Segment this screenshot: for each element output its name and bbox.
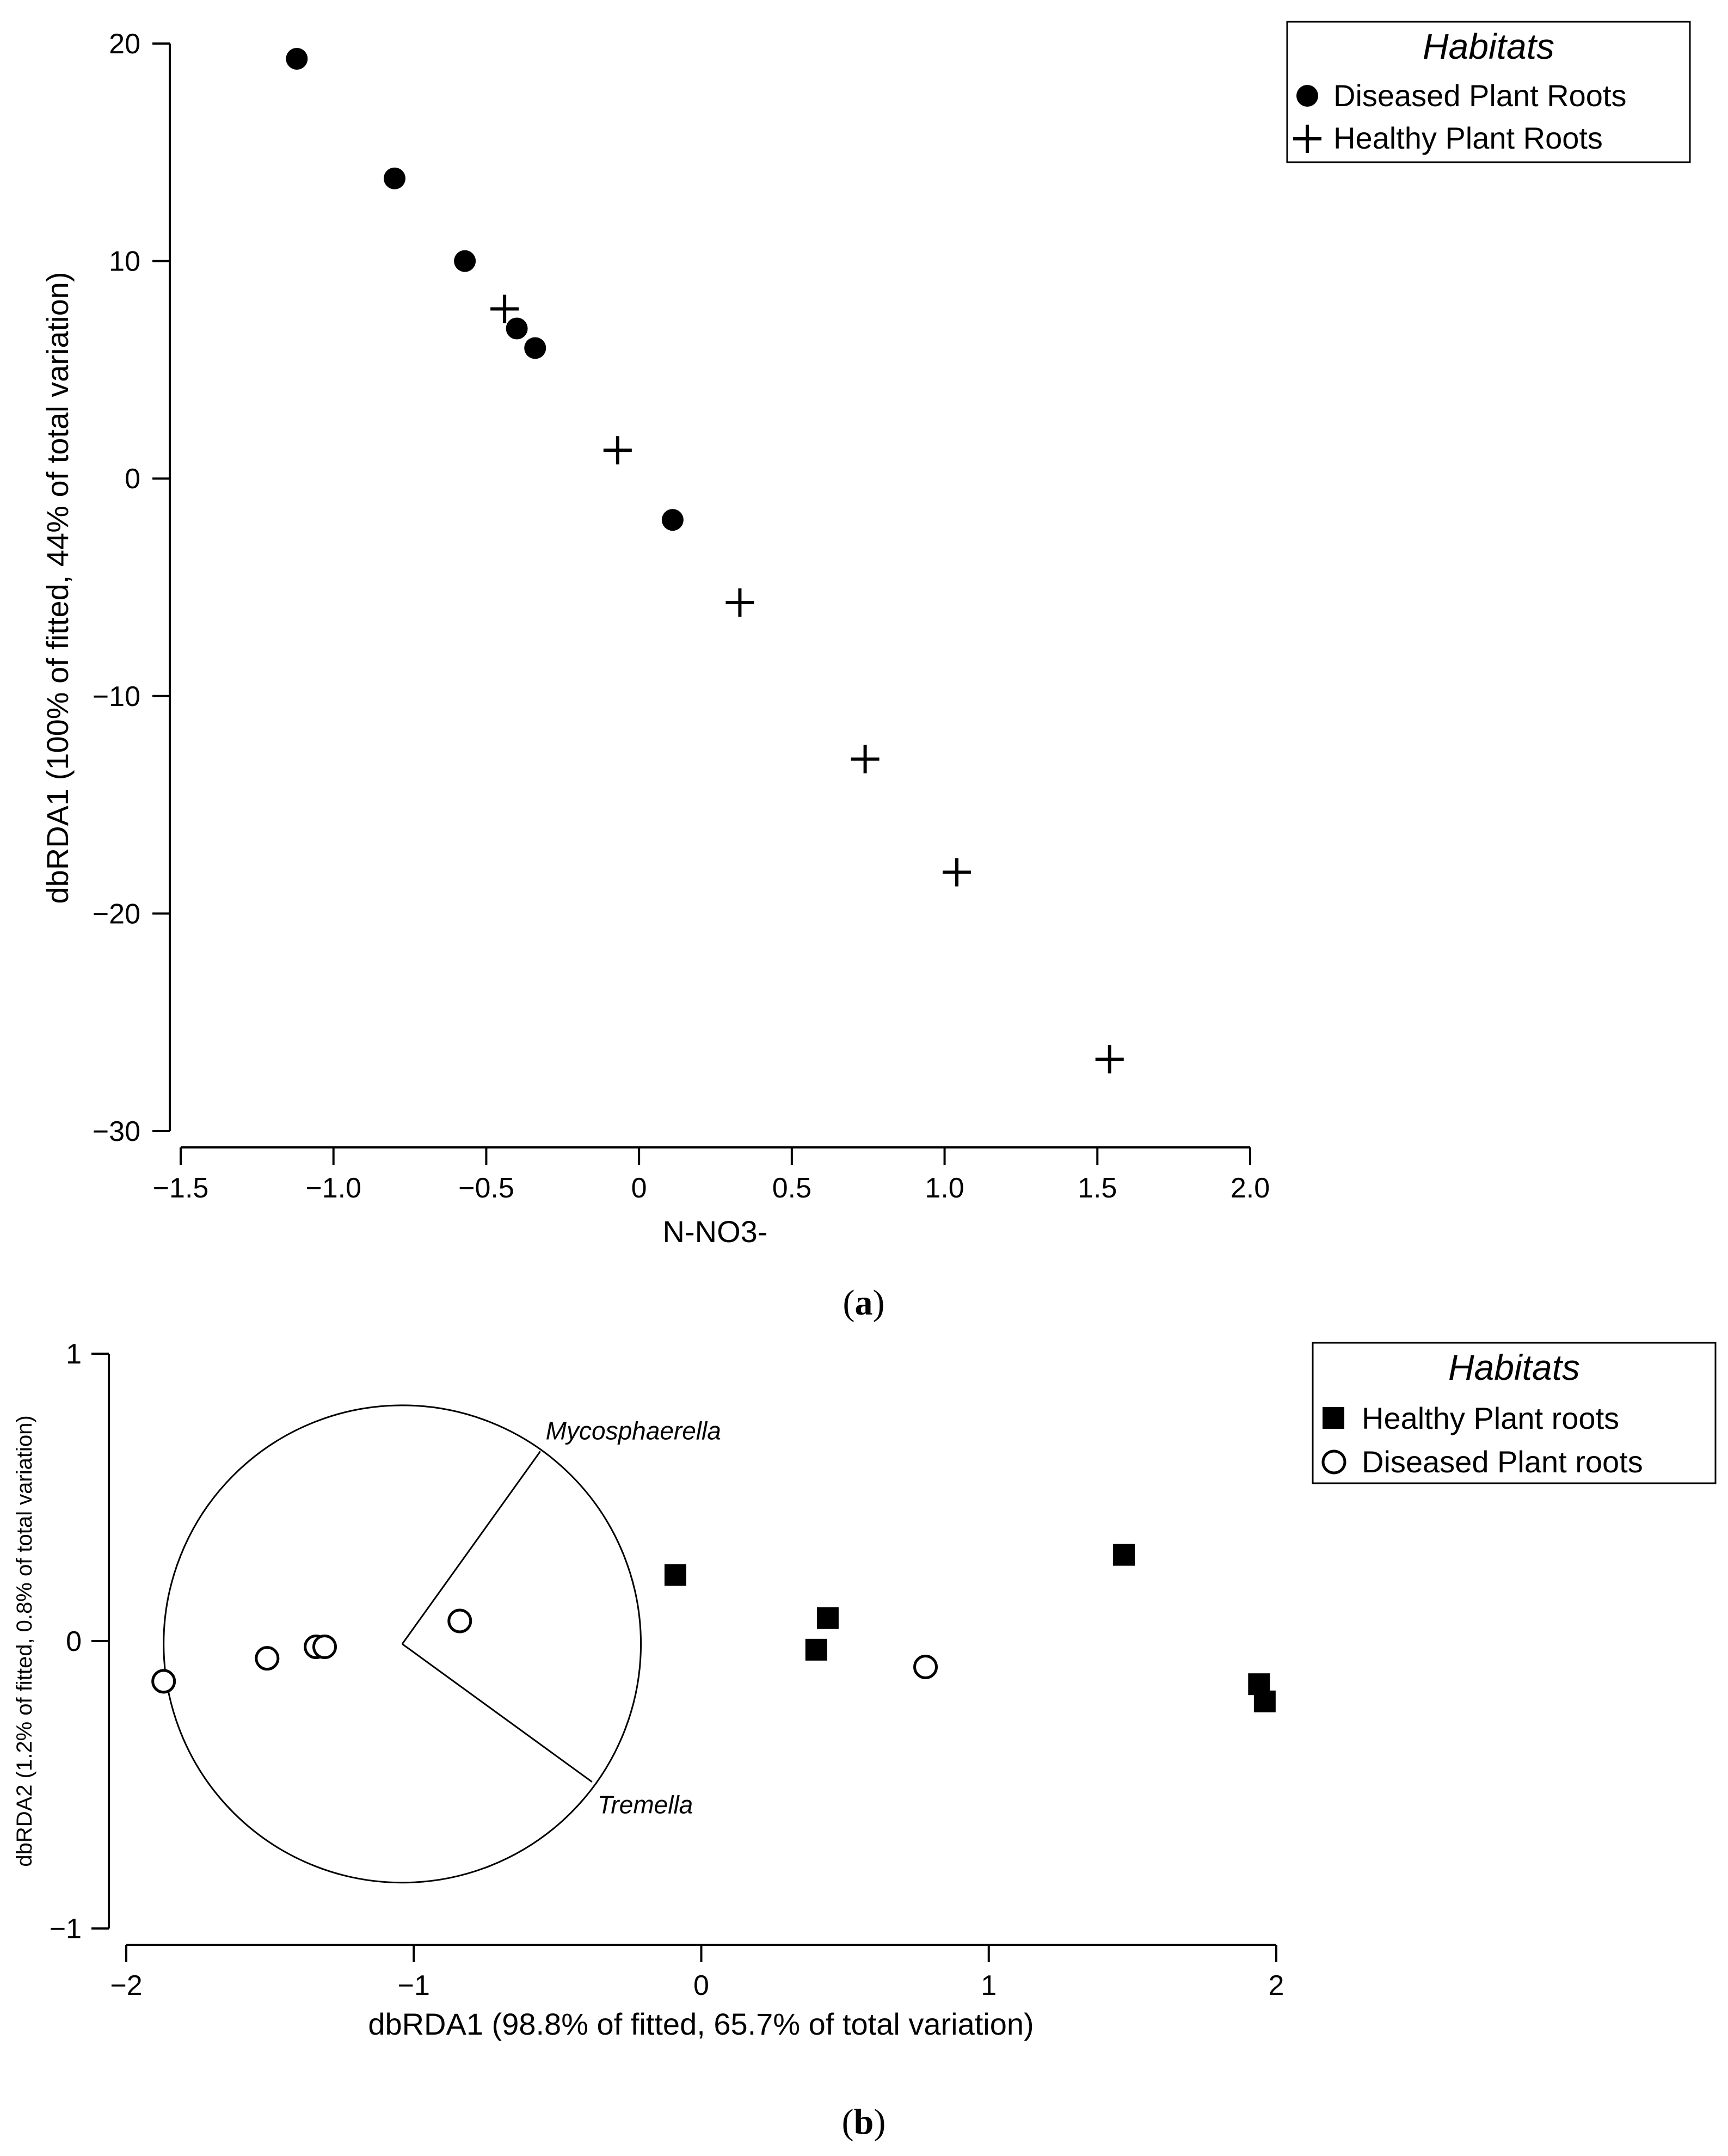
panel-a-point-healthy — [1095, 1045, 1124, 1074]
panel-b-y-tick-label: −1 — [50, 1913, 82, 1945]
panel-b-y-tick-label: 1 — [66, 1338, 82, 1370]
panel-a-y-axis-label: dbRDA1 (100% of fitted, 44% of total var… — [40, 272, 75, 904]
panel-b-legend-marker-diseased — [1321, 1449, 1346, 1475]
panel-b-caption-letter: b — [854, 2102, 874, 2142]
panel-b-point-diseased — [447, 1608, 472, 1633]
panel-b-point-healthy — [1253, 1690, 1276, 1712]
panel-b-point-diseased — [312, 1635, 337, 1660]
panel-b-legend-label-healthy: Healthy Plant roots — [1362, 1401, 1619, 1435]
panel-b-legend-marker-healthy — [1323, 1407, 1344, 1429]
panel-a-y-tick-label: −10 — [93, 681, 140, 712]
panel-a-legend-label-healthy: Healthy Plant Roots — [1333, 121, 1603, 155]
panel-a-y-tick-label: −20 — [93, 898, 140, 930]
panel-a-y-tick-label: 10 — [109, 246, 140, 278]
panel-a-point-healthy — [725, 588, 754, 617]
panel-b-x-tick-label: −1 — [398, 1970, 430, 2001]
panel-b-x-tick-label: 1 — [981, 1970, 997, 2001]
panel-a-point-diseased — [384, 167, 405, 189]
panel-a-legend-title: Habitats — [1423, 26, 1554, 66]
panel-b-x-tick-label: 2 — [1269, 1970, 1284, 2001]
panel-a-x-tick-label: 1.0 — [925, 1172, 964, 1204]
panel-a-caption: (a) — [843, 1283, 885, 1323]
panel-b-legend-box — [1312, 1342, 1717, 1484]
panel-a-legend-box — [1286, 21, 1691, 163]
panel-a-x-tick-label: 2.0 — [1231, 1172, 1270, 1204]
panel-a-point-diseased — [286, 47, 308, 70]
panel-a-legend-marker-healthy — [1293, 125, 1321, 153]
panel-b-vector-label: Tremella — [598, 1791, 693, 1819]
panel-b-point-healthy — [805, 1638, 827, 1661]
panel-b-point-diseased — [913, 1655, 938, 1680]
panel-a-point-healthy — [490, 294, 519, 323]
panel-b-legend-label-diseased: Diseased Plant roots — [1362, 1445, 1643, 1479]
panel-b-x-axis-label: dbRDA1 (98.8% of fitted, 65.7% of total … — [368, 2007, 1034, 2041]
panel-a-x-tick-label: −1.0 — [305, 1172, 361, 1204]
panel-a-point-diseased — [661, 509, 684, 531]
panel-a-y-tick-label: 0 — [125, 463, 140, 495]
panel-b-point-healthy — [664, 1564, 686, 1586]
panel-a-x-tick-label: −0.5 — [458, 1172, 514, 1204]
panel-a-x-axis-label: N-NO3- — [663, 1214, 768, 1249]
panel-b-y-tick-label: 0 — [66, 1626, 82, 1657]
panel-a-point-diseased — [524, 337, 546, 359]
panel-a-legend-marker-diseased — [1296, 85, 1318, 107]
panel-a-caption-letter: a — [855, 1283, 873, 1323]
panel-b-y-axis-label: dbRDA2 (1.2% of fitted, 0.8% of total va… — [13, 1415, 36, 1866]
panel-a: 20 10 0 −10 −20 −30 −1.5 −1.0 −0.5 0 0.5 1.0 1.5 2.0… — [40, 21, 1691, 1323]
panel-b-legend: Habitats Healthy Plant roots Diseased Pl… — [1312, 1342, 1717, 1484]
panel-b-x-tick-label: −2 — [110, 1970, 142, 2001]
panel-b-x-tick-label: 0 — [693, 1970, 709, 2001]
panel-a-point-diseased — [454, 250, 476, 272]
panel-b: 1 0 −1 −2 −1 0 1 2 Mycosphaerella Tremella dbRD… — [13, 1338, 1717, 2142]
panel-a-point-healthy — [943, 858, 971, 887]
panel-b-point-diseased — [255, 1646, 280, 1671]
panel-a-legend: Habitats Diseased Plant Roots Healthy Pl… — [1286, 21, 1691, 163]
panel-a-x-tick-label: 0.5 — [772, 1172, 811, 1204]
panel-b-point-diseased — [151, 1669, 176, 1694]
panel-b-legend-title: Habitats — [1448, 1347, 1580, 1387]
panel-a-y-tick-label: 20 — [109, 28, 140, 60]
panel-a-x-tick-label: −1.5 — [153, 1172, 209, 1204]
panel-b-vector-line — [401, 1451, 541, 1645]
panel-a-x-tick-label: 1.5 — [1078, 1172, 1117, 1204]
panel-b-vector-label: Mycosphaerella — [546, 1417, 721, 1445]
panel-a-legend-label-diseased: Diseased Plant Roots — [1333, 78, 1627, 113]
panel-a-y-tick-label: −30 — [93, 1116, 140, 1147]
panel-a-point-healthy — [851, 745, 880, 773]
panel-b-point-healthy — [1113, 1544, 1135, 1566]
panel-a-x-tick-label: 0 — [631, 1172, 647, 1204]
panel-a-point-healthy — [603, 436, 632, 465]
panel-b-correlation-circle — [163, 1404, 642, 1884]
panel-b-vector-circle-group: Mycosphaerella Tremella — [163, 1404, 721, 1884]
panel-b-caption: (b) — [842, 2102, 886, 2142]
panel-b-point-healthy — [816, 1607, 839, 1629]
panel-b-vector-line — [402, 1643, 593, 1783]
panel-a-point-diseased — [506, 317, 528, 340]
